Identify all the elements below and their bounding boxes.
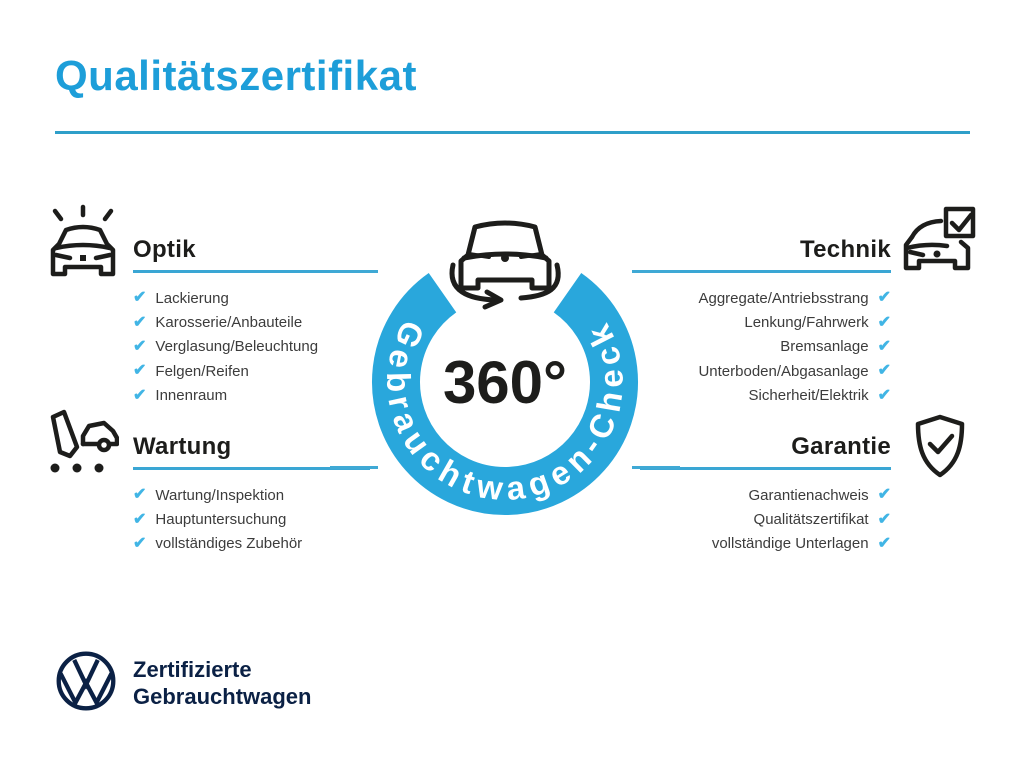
item-label: Karosserie/Anbauteile (155, 314, 303, 332)
checklist-item: Bremsanlage ✔ (640, 335, 891, 359)
section-underline (640, 270, 891, 273)
item-label: Sicherheit/Elektrik (748, 387, 869, 405)
check-icon: ✔ (877, 313, 891, 331)
optik-checklist: ✔ Lackierung ✔ Karosserie/Anbauteile ✔ Verg… (133, 286, 370, 408)
decorative-dash (330, 270, 378, 273)
garantie-checklist: Garantienachweis ✔ Qualitätszertifikat ✔ v… (640, 483, 891, 556)
section-garantie: Garantie Garantienachweis ✔ Qualitätszert… (640, 433, 891, 556)
checklist-item: Lenkung/Fahrwerk ✔ (640, 310, 891, 334)
wartung-checklist: ✔ Wartung/Inspektion ✔ Hauptuntersuchung ✔… (133, 483, 370, 556)
car-rotation-icon (449, 220, 561, 310)
section-wartung: Wartung ✔ Wartung/Inspektion ✔ Hauptunters… (133, 433, 370, 556)
check-icon: ✔ (877, 386, 891, 404)
checklist-item: Qualitätszertifikat ✔ (640, 507, 891, 531)
section-wartung-title: Wartung (133, 433, 232, 460)
item-label: vollständiges Zubehör (155, 535, 303, 553)
item-label: Hauptuntersuchung (155, 511, 287, 529)
ring-arc (372, 273, 638, 515)
decorative-dash (330, 466, 378, 469)
item-label: Bremsanlage (780, 338, 869, 356)
check-icon: ✔ (133, 386, 147, 404)
service-checklist-icon (50, 409, 119, 473)
item-label: Lenkung/Fahrwerk (744, 314, 869, 332)
check-icon: ✔ (133, 313, 147, 331)
check-icon: ✔ (877, 362, 891, 380)
check-icon: ✔ (133, 510, 147, 528)
car-checkbox-icon (903, 206, 976, 271)
brand-text: Zertifizierte Gebrauchtwagen (133, 656, 311, 710)
item-label: Lackierung (155, 289, 229, 307)
brand-line1: Zertifizierte (133, 657, 252, 682)
decorative-dash (632, 270, 680, 273)
check-icon: ✔ (133, 362, 147, 380)
item-label: Wartung/Inspektion (155, 486, 285, 504)
check-icon: ✔ (877, 337, 891, 355)
item-label: vollständige Unterlagen (711, 535, 869, 553)
check-icon: ✔ (133, 337, 147, 355)
section-underline (133, 467, 370, 470)
section-underline (133, 270, 370, 273)
checklist-item: ✔ Verglasung/Beleuchtung (133, 335, 370, 359)
section-optik-title: Optik (133, 236, 196, 263)
page-title: Qualitätszertifikat (55, 52, 417, 99)
checklist-item: ✔ vollständiges Zubehör (133, 532, 370, 556)
vw-logo (56, 651, 116, 711)
sparkling-car-icon (50, 204, 116, 277)
checklist-item: ✔ Innenraum (133, 384, 370, 408)
shield-check-icon (915, 414, 965, 478)
checklist-item: ✔ Karosserie/Anbauteile (133, 310, 370, 334)
checklist-item: Garantienachweis ✔ (640, 483, 891, 507)
item-label: Qualitätszertifikat (753, 511, 869, 529)
item-label: Verglasung/Beleuchtung (155, 338, 319, 356)
checklist-item: Unterboden/Abgasanlage ✔ (640, 359, 891, 383)
degrees-label: 360° (443, 349, 567, 416)
checklist-item: vollständige Unterlagen ✔ (640, 532, 891, 556)
checklist-item: Aggregate/Antriebsstrang ✔ (640, 286, 891, 310)
item-label: Unterboden/Abgasanlage (698, 362, 869, 380)
check-icon: ✔ (133, 486, 147, 504)
brand-line2: Gebrauchtwagen (133, 684, 312, 709)
technik-checklist: Aggregate/Antriebsstrang ✔ Lenkung/Fahrwe… (640, 286, 891, 408)
check-icon: ✔ (133, 534, 147, 552)
checklist-item: ✔ Wartung/Inspektion (133, 483, 370, 507)
decorative-dash (632, 466, 680, 469)
section-garantie-title: Garantie (791, 433, 891, 460)
item-label: Innenraum (155, 387, 228, 405)
check-icon: ✔ (877, 289, 891, 307)
section-technik: Technik Aggregate/Antriebsstrang ✔ Lenkun… (640, 236, 891, 408)
check-icon: ✔ (877, 510, 891, 528)
check-icon: ✔ (133, 289, 147, 307)
checklist-item: Sicherheit/Elektrik ✔ (640, 384, 891, 408)
item-label: Garantienachweis (748, 486, 869, 504)
section-optik: Optik ✔ Lackierung ✔ Karosserie/Anbauteile… (133, 236, 370, 408)
title-divider (55, 131, 970, 134)
section-technik-title: Technik (799, 236, 891, 263)
checklist-item: ✔ Lackierung (133, 286, 370, 310)
check-icon: ✔ (877, 486, 891, 504)
item-label: Aggregate/Antriebsstrang (698, 289, 869, 307)
checklist-item: ✔ Felgen/Reifen (133, 359, 370, 383)
checklist-item: ✔ Hauptuntersuchung (133, 507, 370, 531)
check-icon: ✔ (877, 534, 891, 552)
section-underline (640, 467, 891, 470)
item-label: Felgen/Reifen (155, 362, 249, 380)
ring-360-graphic: Gebrauchtwagen-Check 360° (372, 220, 638, 515)
